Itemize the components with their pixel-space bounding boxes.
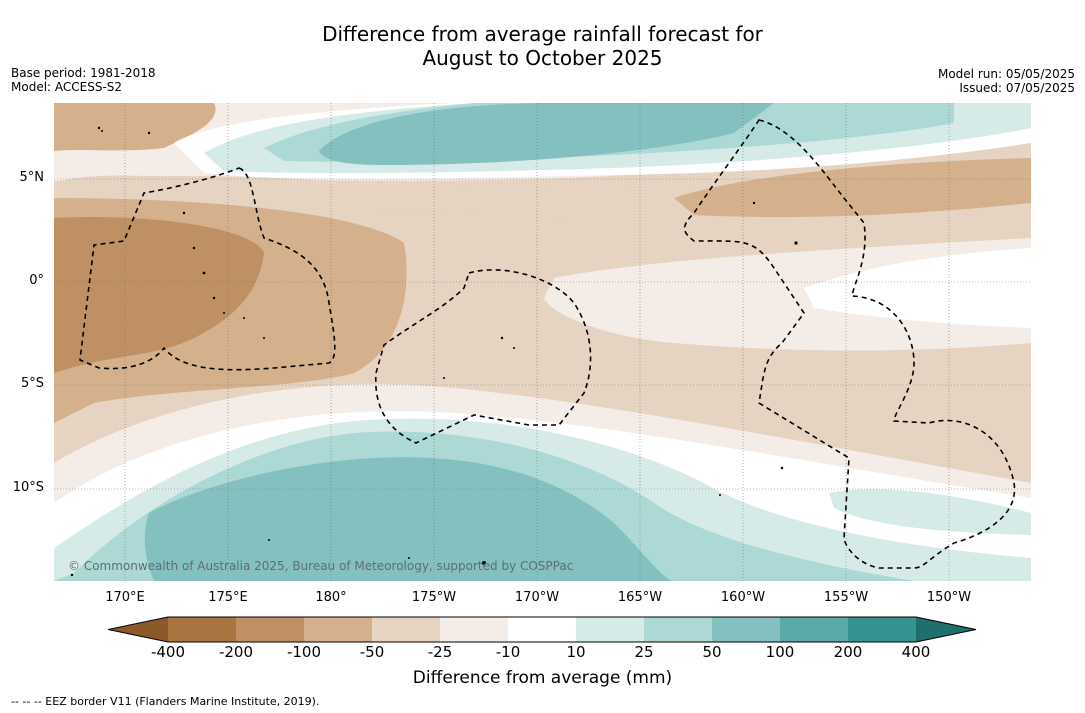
gridlines [54,103,1031,581]
south-east-wet [829,489,1031,535]
rainfall-map [54,103,1031,581]
lon-label: 155°W [823,590,869,605]
base-period: Base period: 1981-2018 [11,66,156,80]
islands [70,126,798,577]
lon-label: 175°E [208,590,248,605]
colorbar-tick: 50 [702,643,722,661]
west-dry-core [54,217,264,373]
colorbar-tick: -25 [427,643,453,661]
meta-right: Model run: 05/05/2025 Issued: 07/05/2025 [938,67,1075,95]
colorbar-tick: -200 [218,643,254,661]
lon-label: 170°W [514,590,560,605]
lat-label: 5°N [19,170,45,185]
north-wet-core [319,103,774,165]
colorbar-tick: 400 [901,643,931,661]
map-title: Difference from average rainfall forecas… [0,22,1085,70]
colorbar-swatch [712,617,780,642]
lat-label: 5°S [20,376,44,391]
north-west-dry [54,103,216,151]
colorbar-tick: -400 [150,643,186,661]
lon-label: 150°W [926,590,972,605]
colorbar-tick: -50 [359,643,385,661]
colorbar-swatch [576,617,644,642]
title-line-1: Difference from average rainfall forecas… [322,22,763,46]
eez-west [79,167,336,371]
colorbar-tick: -100 [286,643,322,661]
colorbar-swatch [848,617,916,642]
colorbar-swatch [440,617,508,642]
colorbar-swatch [168,617,236,642]
colorbar-tick: 10 [566,643,586,661]
lat-label: 10°S [12,480,44,495]
copyright-notice: © Commonwealth of Australia 2025, Bureau… [68,559,574,573]
colorbar-tick: 100 [765,643,795,661]
issued-date: Issued: 07/05/2025 [959,81,1075,95]
north-east-dry [674,158,1031,218]
title-line-2: August to October 2025 [422,46,663,70]
colorbar-swatch [644,617,712,642]
colorbar-low-extension [108,617,168,642]
colorbar-label: Difference from average (mm) [412,668,673,688]
colorbar-tick: 200 [833,643,863,661]
colorbar-swatch [304,617,372,642]
colorbar [108,616,977,643]
south-wet-core [144,457,675,581]
colorbar-tick: 25 [634,643,654,661]
eez-footnote: -- -- -- EEZ border V11 (Flanders Marine… [11,695,320,708]
colorbar-tick: -10 [495,643,521,661]
model-name: Model: ACCESS-S2 [11,80,123,94]
colorbar-swatch [780,617,848,642]
meta-left: Base period: 1981-2018 Model: ACCESS-S2 [11,66,156,94]
map-svg [54,103,1031,581]
lon-label: 175°W [411,590,457,605]
colorbar-swatch [372,617,440,642]
colorbar-swatch [508,617,576,642]
lat-label: 0° [29,273,44,288]
east-neutral [804,248,1031,328]
lon-label: 165°W [617,590,663,605]
lon-label: 160°W [720,590,766,605]
colorbar-swatch [236,617,304,642]
model-run: Model run: 05/05/2025 [937,67,1075,81]
eez-central [374,269,592,444]
colorbar-high-extension [916,617,976,642]
lon-label: 180° [315,590,347,605]
eez-borders [79,119,1016,569]
lon-label: 170°E [105,590,145,605]
